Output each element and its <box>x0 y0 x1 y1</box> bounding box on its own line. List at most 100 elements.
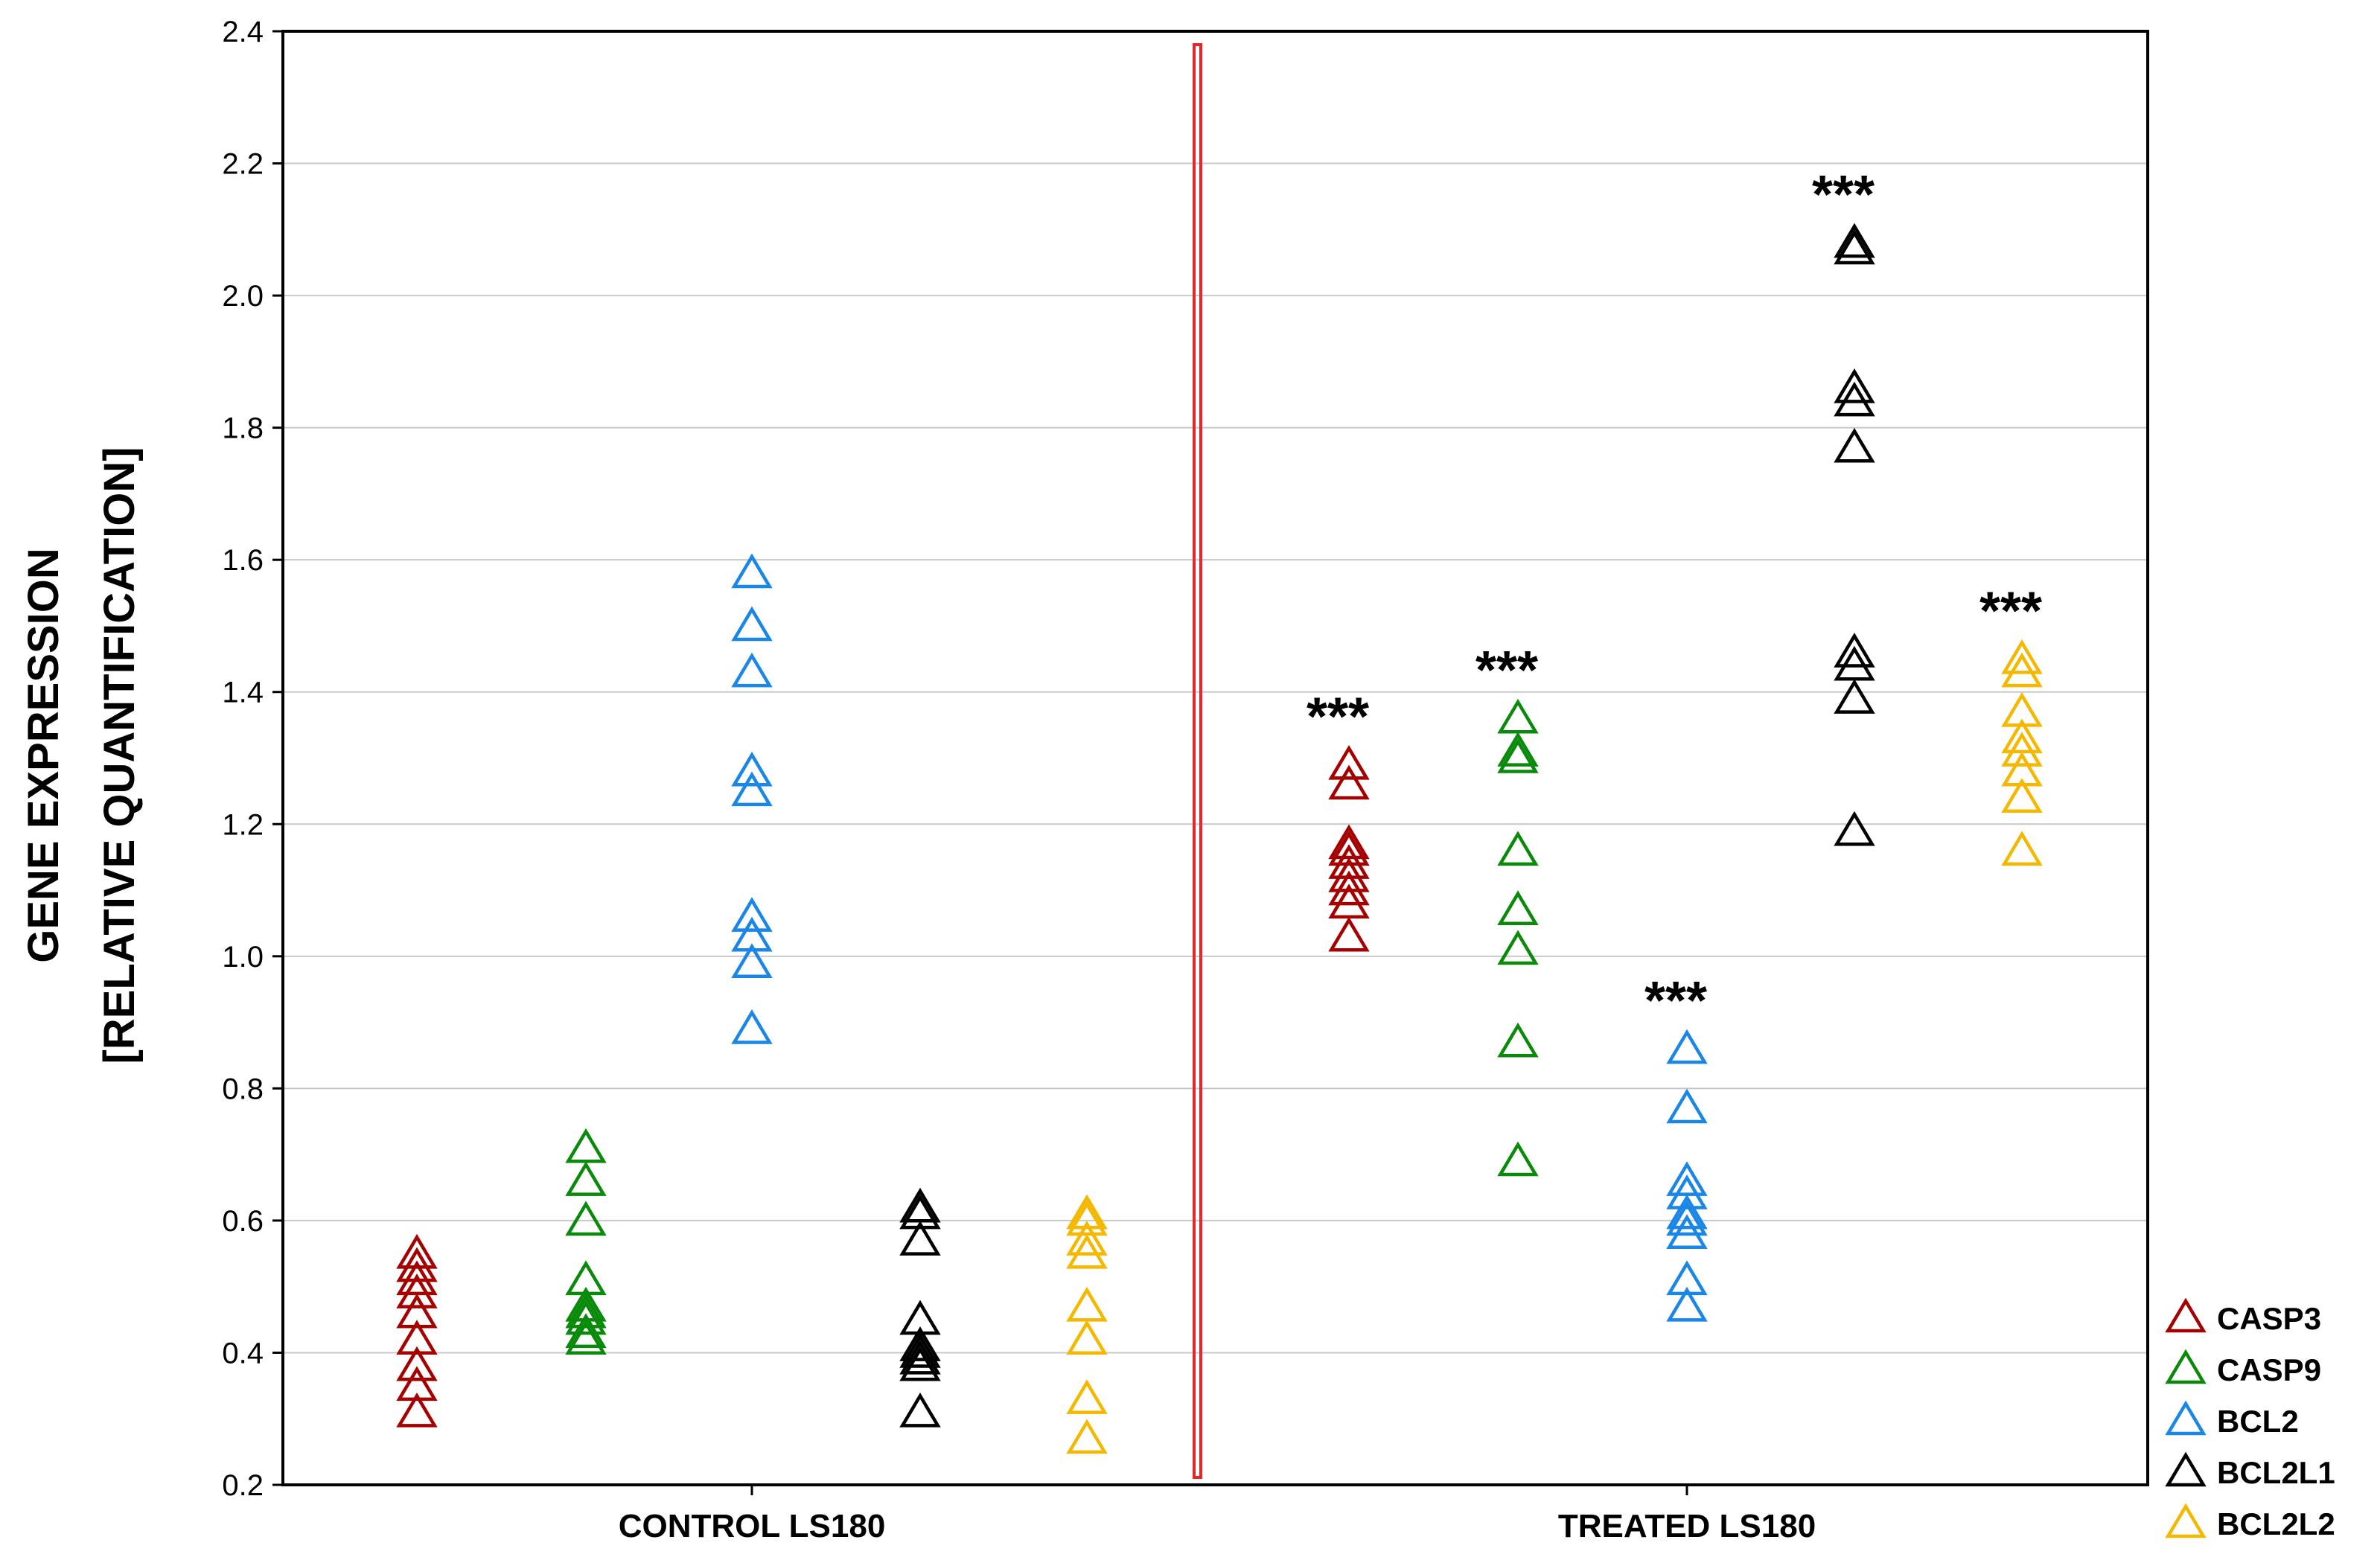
point-bcl2l1-treated <box>1834 223 1875 258</box>
point-bcl2l2-treated <box>2001 751 2043 787</box>
point-casp3-treated <box>1328 831 1370 866</box>
point-bcl2-control <box>731 897 773 932</box>
y-tick-label: 0.4 <box>222 1337 264 1369</box>
legend-label-casp3: CASP3 <box>2217 1301 2321 1336</box>
point-bcl2l2-treated <box>2001 652 2043 688</box>
group-divider <box>1193 43 1202 1479</box>
point-casp3-control <box>396 1293 438 1329</box>
legend-item-casp9: CASP9 <box>2165 1349 2321 1387</box>
y-tick-label: 1.2 <box>222 808 264 841</box>
point-casp3-treated <box>1328 744 1370 780</box>
axes: 0.2 0.4 0.6 0.8 1.0 1.2 1.4 1.6 1.8 2.0 2.2 2.4 CONT… <box>19 16 2149 1544</box>
point-casp3-control <box>396 1247 438 1282</box>
point-casp9-control <box>565 1161 607 1196</box>
group-label-control: CONTROL LS180 <box>619 1508 886 1544</box>
point-bcl2l1-control <box>899 1333 941 1368</box>
point-bcl2-control <box>731 771 773 807</box>
point-bcl2-control <box>731 1009 773 1044</box>
point-bcl2l2-control <box>1066 1221 1108 1256</box>
group-label-treated: TREATED LS180 <box>1558 1508 1816 1544</box>
point-bcl2l1-treated <box>1834 633 1875 668</box>
y-tick-label: 1.0 <box>222 941 264 974</box>
point-bcl2l1-control <box>899 1346 941 1381</box>
group-divider-line <box>1193 43 1202 1479</box>
point-casp3-control <box>396 1366 438 1401</box>
point-casp9-treated <box>1497 732 1539 767</box>
point-bcl2l1-treated <box>1834 811 1875 846</box>
point-bcl2l2-control <box>1066 1286 1108 1322</box>
legend-marker-bcl2l2 <box>2165 1503 2207 1538</box>
point-casp3-control <box>396 1320 438 1355</box>
y-tick-label: 1.6 <box>222 544 264 577</box>
point-bcl2-treated <box>1666 1174 1708 1209</box>
point-casp9-treated <box>1497 1022 1539 1058</box>
point-bcl2-control <box>731 943 773 978</box>
significance-bcl2: *** <box>1644 971 1707 1031</box>
point-bcl2l1-control <box>899 1339 941 1375</box>
point-bcl2l2-control <box>1066 1419 1108 1454</box>
significance-bcl2l1: *** <box>1812 165 1875 225</box>
point-casp9-treated <box>1497 831 1539 866</box>
legend-item-casp3: CASP3 <box>2165 1297 2321 1336</box>
significance-casp9: *** <box>1475 641 1538 700</box>
point-bcl2l2-control <box>1066 1194 1108 1230</box>
point-bcl2-control <box>731 916 773 952</box>
y-tick-label: 1.8 <box>222 412 264 445</box>
point-casp9-treated <box>1497 1141 1539 1177</box>
point-bcl2l2-treated <box>2001 639 2043 674</box>
point-bcl2-treated <box>1666 1201 1708 1236</box>
legend-item-bcl2: BCL2 <box>2165 1400 2299 1439</box>
point-bcl2l2-treated <box>2001 831 2043 866</box>
point-casp3-treated <box>1328 844 1370 879</box>
point-bcl2l1-control <box>899 1392 941 1428</box>
legend-label-bcl2l1: BCL2L1 <box>2217 1455 2335 1490</box>
data-points <box>396 223 2043 1454</box>
point-bcl2l2-treated <box>2001 732 2043 767</box>
point-bcl2-treated <box>1666 1194 1708 1230</box>
point-bcl2l2-treated <box>2001 778 2043 814</box>
point-casp9-control <box>565 1313 607 1349</box>
legend-label-bcl2l2: BCL2L2 <box>2217 1506 2335 1541</box>
legend-item-bcl2l1: BCL2L1 <box>2165 1451 2335 1490</box>
point-casp3-treated <box>1328 857 1370 892</box>
point-casp9-treated <box>1497 890 1539 925</box>
legend-marker-casp3 <box>2165 1297 2207 1333</box>
y-tick-label: 2.4 <box>222 16 264 48</box>
point-bcl2-treated <box>1666 1286 1708 1322</box>
point-bcl2l1-treated <box>1834 229 1875 265</box>
point-bcl2l2-control <box>1066 1320 1108 1355</box>
point-bcl2l1-control <box>899 1194 941 1230</box>
point-bcl2-control <box>731 652 773 688</box>
y-tick-label: 0.2 <box>222 1469 264 1502</box>
point-bcl2l1-control <box>899 1326 941 1361</box>
point-bcl2-treated <box>1666 1260 1708 1296</box>
point-casp3-control <box>396 1392 438 1428</box>
significance-bcl2l2: *** <box>1979 581 2042 641</box>
significance-casp3: *** <box>1307 687 1369 747</box>
y-tick-label: 2.0 <box>222 280 264 313</box>
point-bcl2-control <box>731 751 773 787</box>
point-casp3-control <box>396 1233 438 1269</box>
point-casp3-control <box>396 1273 438 1308</box>
point-casp9-treated <box>1497 698 1539 734</box>
significance-labels: *** *** *** *** *** <box>1307 165 2042 1031</box>
point-bcl2l1-treated <box>1834 368 1875 403</box>
legend: CASP3 CASP9 BCL2 BCL2L1 BCL2L2 <box>2165 1297 2335 1541</box>
y-tick-label: 0.8 <box>222 1073 264 1105</box>
point-bcl2-control <box>731 606 773 642</box>
point-casp9-treated <box>1497 930 1539 965</box>
point-casp3-control <box>396 1346 438 1381</box>
y-axis-title-line2: [RELATIVE QUANTIFICATION] <box>95 447 144 1064</box>
point-bcl2-treated <box>1666 1214 1708 1249</box>
y-tick-label: 0.6 <box>222 1205 264 1238</box>
point-bcl2l1-treated <box>1834 679 1875 714</box>
legend-label-casp9: CASP9 <box>2217 1352 2321 1387</box>
legend-marker-bcl2 <box>2165 1400 2207 1436</box>
point-bcl2-treated <box>1666 1029 1708 1064</box>
point-bcl2l2-treated <box>2001 691 2043 727</box>
legend-marker-casp9 <box>2165 1349 2207 1384</box>
point-casp3-treated <box>1328 764 1370 800</box>
point-bcl2l1-treated <box>1834 427 1875 463</box>
